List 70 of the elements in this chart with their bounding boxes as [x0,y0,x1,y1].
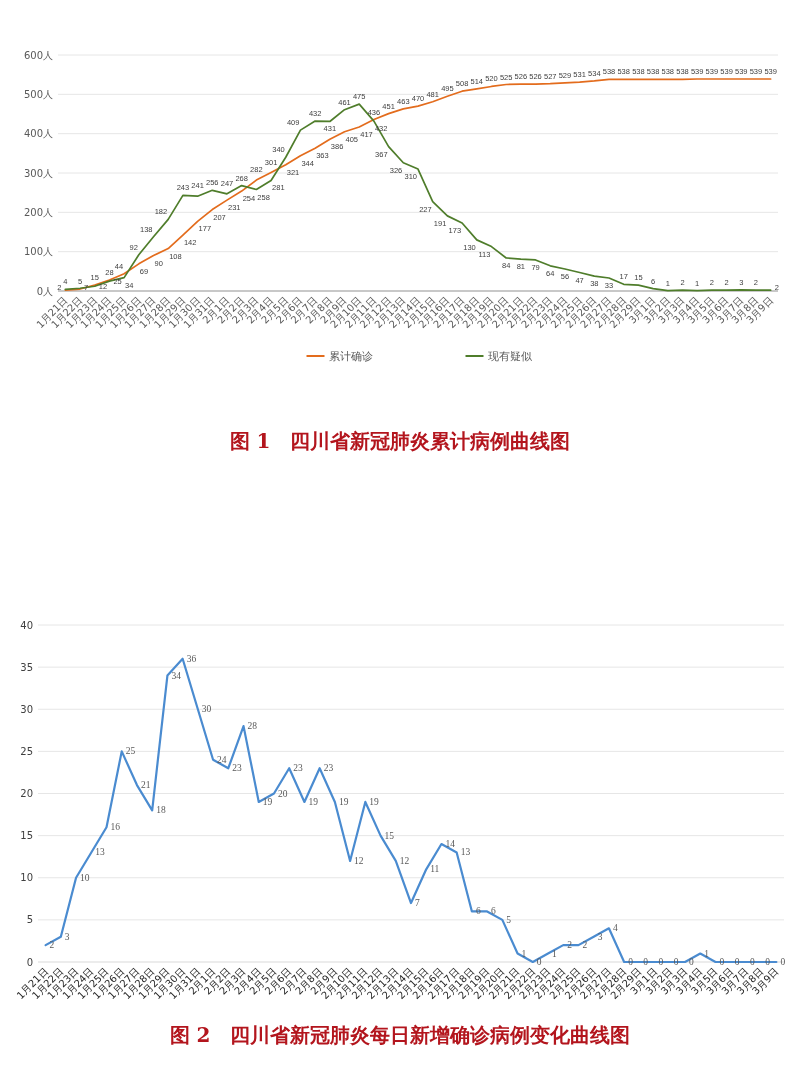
text: 图 2 四川省新冠肺炎每日新增确诊病例变化曲线图 [169,1023,631,1047]
data-label: 4 [612,923,618,934]
data-label: 23 [232,763,243,774]
data-label: 19 [369,796,380,807]
y-tick-label: 200人 [23,206,53,218]
data-label: 1 [704,948,710,959]
data-label: 21 [140,780,151,791]
data-label: 0 [673,957,679,967]
data-label: 0 [780,957,786,967]
data-label: 1 [552,948,558,959]
data-label: 11 [430,864,440,875]
legend-label: 累计确诊 [328,350,373,362]
y-tick-label: 40 [20,619,33,631]
data-label: 6 [475,906,481,917]
data-label: 0 [719,957,725,967]
data-label: 0 [643,957,649,967]
y-tick-label: 35 [20,661,33,673]
data-label: 0 [689,957,695,967]
data-label: 24 [217,754,227,765]
y-tick-label: 400人 [23,128,53,140]
data-label: 2 [49,940,55,951]
y-tick-label: 100人 [23,246,53,258]
data-label: 0 [749,957,755,967]
data-label: 12 [354,855,364,866]
data-label: 18 [156,805,166,816]
text: 图 1 四川省新冠肺炎累计病例曲线图 [229,429,571,453]
y-tick-label: 300人 [23,167,53,179]
data-label: 13 [460,847,471,858]
data-label: 34 [171,670,182,681]
line-series [44,657,778,964]
data-label: 30 [201,704,212,715]
data-label: 0 [628,957,634,967]
data-label: 13 [95,847,106,858]
data-label: 0 [765,957,771,967]
data-label: 25 [125,746,136,757]
y-tick-label: 25 [20,745,33,757]
data-label: 20 [277,788,288,799]
data-label: 0 [658,957,664,967]
data-label: 15 [384,830,395,841]
y-tick-label: 30 [20,703,33,715]
data-label: 12 [399,855,410,866]
data-label: 10 [80,872,90,883]
data-label: 36 [186,653,197,664]
data-label: 23 [293,763,303,774]
data-label: 3 [64,931,70,942]
y-tick-label: 0人 [36,285,53,297]
data-label: 3 [597,931,603,942]
data-label: 6 [491,906,497,917]
data-label: 16 [110,822,121,833]
y-tick-label: 600人 [23,49,53,61]
data-label: 19 [308,796,319,807]
data-label: 19 [262,796,273,807]
y-tick-label: 20 [20,788,33,799]
data-label: 23 [323,763,334,774]
data-label: 28 [247,721,258,732]
y-tick-label: 10 [20,872,33,884]
data-label: 14 [445,839,456,850]
y-tick-label: 0 [26,956,33,968]
data-label: 0 [734,957,740,967]
legend-label: 现有疑似 [487,350,532,362]
data-label: 2 [582,940,588,951]
y-tick-label: 500人 [23,88,53,100]
data-label: 7 [415,898,420,909]
data-label: 19 [338,796,349,807]
data-label: 5 [506,914,512,925]
y-tick-label: 5 [26,914,33,926]
data-label: 1 [521,948,527,959]
data-label: 2 [567,940,573,951]
y-tick-label: 15 [20,830,33,842]
data-label: 0 [536,957,542,967]
